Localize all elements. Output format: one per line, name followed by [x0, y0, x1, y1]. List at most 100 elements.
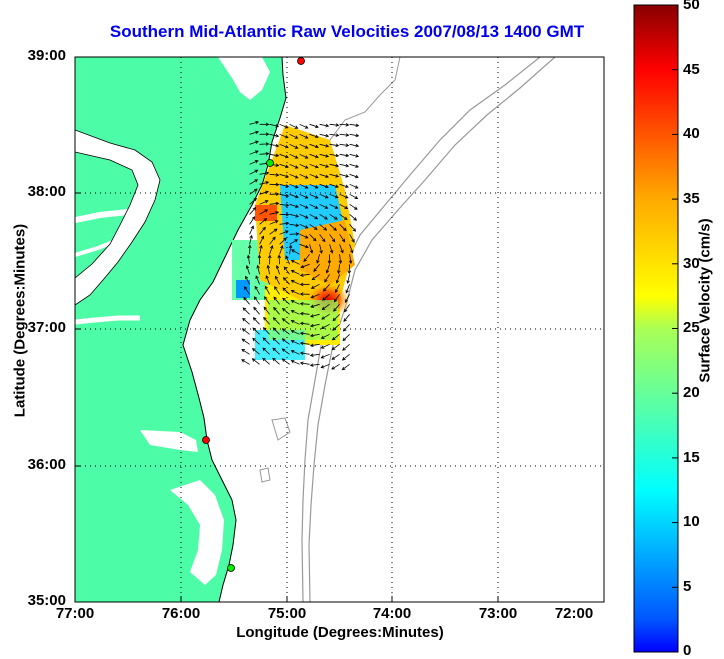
velocity-arrow — [313, 264, 320, 272]
velocity-arrow-head — [255, 130, 260, 135]
velocity-arrow — [300, 362, 310, 365]
velocity-arrow — [282, 358, 290, 365]
velocity-arrow-head — [321, 238, 326, 243]
velocity-field — [232, 125, 355, 360]
velocity-arrow-head — [299, 302, 304, 306]
velocity-arrow — [289, 239, 298, 245]
velocity-arrow — [319, 193, 329, 199]
velocity-arrow-head — [253, 188, 258, 192]
velocity-arrow-head — [344, 299, 349, 303]
velocity-arrow — [300, 332, 310, 335]
velocity-arrow — [319, 203, 328, 209]
colorbar-tick-label: 40 — [683, 125, 700, 142]
velocity-arrow-head — [354, 185, 359, 189]
velocity-arrow-head — [351, 239, 355, 243]
velocity-arrow-head — [290, 269, 295, 274]
velocity-arrow — [263, 317, 270, 325]
velocity-arrow-head — [290, 299, 295, 304]
velocity-arrow — [329, 244, 333, 254]
velocity-arrow — [329, 143, 339, 147]
velocity-arrow — [279, 183, 289, 187]
delaware-bay — [218, 57, 270, 100]
velocity-arrow-head — [334, 205, 339, 209]
velocity-arrow — [319, 244, 323, 254]
velocity-arrow — [339, 173, 349, 177]
velocity-arrow-head — [323, 227, 328, 231]
velocity-arrow-head — [304, 135, 309, 139]
velocity-arrow — [300, 303, 310, 305]
velocity-arrow-head — [275, 201, 280, 206]
velocity-arrow-head — [253, 296, 258, 300]
velocity-arrow — [339, 234, 346, 242]
velocity-arrow-head — [262, 357, 266, 362]
velocity-arrow-head — [290, 319, 295, 324]
velocity-arrow-head — [315, 124, 319, 129]
velocity-arrow — [255, 275, 260, 285]
velocity-arrow-head — [311, 276, 316, 281]
velocity-arrow-head — [264, 209, 269, 213]
velocity-arrow-head — [344, 308, 348, 313]
velocity-arrow-head — [284, 144, 289, 149]
velocity-arrow — [299, 233, 309, 239]
velocity-arrow-head — [272, 327, 277, 331]
velocity-arrow-head — [304, 165, 309, 169]
velocity-arrow — [252, 348, 260, 355]
velocity-arrow-head — [275, 153, 280, 158]
velocity-arrow-head — [343, 216, 348, 220]
velocity-arrow-head — [354, 195, 359, 199]
velocity-arrow — [289, 183, 299, 188]
velocity-arrow-head — [243, 296, 247, 301]
velocity-arrow-head — [273, 296, 277, 301]
velocity-arrow-head — [281, 348, 286, 352]
velocity-arrow-head — [344, 195, 349, 199]
velocity-arrow-head — [275, 182, 280, 187]
velocity-arrow — [319, 163, 329, 168]
velocity-arrow-head — [270, 245, 274, 249]
velocity-arrow-head — [265, 275, 269, 279]
velocity-arrow-head — [335, 163, 340, 168]
velocity-arrow-head — [275, 192, 280, 196]
velocity-arrow — [273, 296, 280, 305]
x-tick-label: 73:00 — [478, 605, 518, 622]
velocity-arrow — [249, 150, 259, 155]
velocity-arrow-head — [320, 325, 325, 330]
velocity-arrow-head — [299, 273, 304, 277]
velocity-arrow — [275, 276, 280, 285]
velocity-arrow-head — [343, 318, 347, 322]
velocity-arrow — [339, 183, 349, 188]
velocity-arrow — [309, 183, 319, 189]
velocity-arrow-head — [341, 366, 346, 371]
velocity-arrow — [289, 223, 299, 227]
velocity-arrow — [329, 203, 338, 209]
velocity-arrow — [291, 270, 300, 275]
velocity-arrow — [309, 223, 318, 230]
velocity-arrow-head — [272, 347, 276, 352]
velocity-arrow — [334, 294, 340, 302]
velocity-arrow-head — [324, 216, 328, 220]
velocity-arrow — [243, 297, 250, 305]
velocity-arrow-head — [272, 337, 277, 342]
velocity-arrow — [329, 133, 339, 136]
velocity-arrow-head — [265, 190, 269, 195]
velocity-arrow-head — [333, 298, 338, 303]
velocity-arrow-head — [316, 259, 320, 264]
velocity-arrow — [272, 347, 280, 355]
velocity-arrow-head — [345, 184, 349, 189]
velocity-arrow — [274, 286, 280, 295]
velocity-arrow-head — [259, 244, 263, 249]
velocity-arrow — [349, 214, 357, 221]
velocity-arrow-head — [273, 306, 277, 311]
velocity-arrow-head — [322, 297, 326, 301]
velocity-arrow — [349, 133, 359, 137]
velocity-arrow — [249, 216, 255, 225]
velocity-arrow-head — [342, 337, 347, 342]
velocity-arrow-head — [251, 358, 256, 362]
velocity-arrow — [309, 163, 319, 168]
velocity-arrow-head — [295, 194, 299, 199]
velocity-arrow-head — [252, 317, 257, 321]
colorbar-tick-label: 15 — [683, 449, 700, 466]
colorbar-tick-label: 45 — [683, 61, 700, 78]
velocity-arrow — [300, 273, 310, 276]
velocity-arrow — [309, 153, 319, 158]
velocity-arrow — [279, 193, 289, 197]
